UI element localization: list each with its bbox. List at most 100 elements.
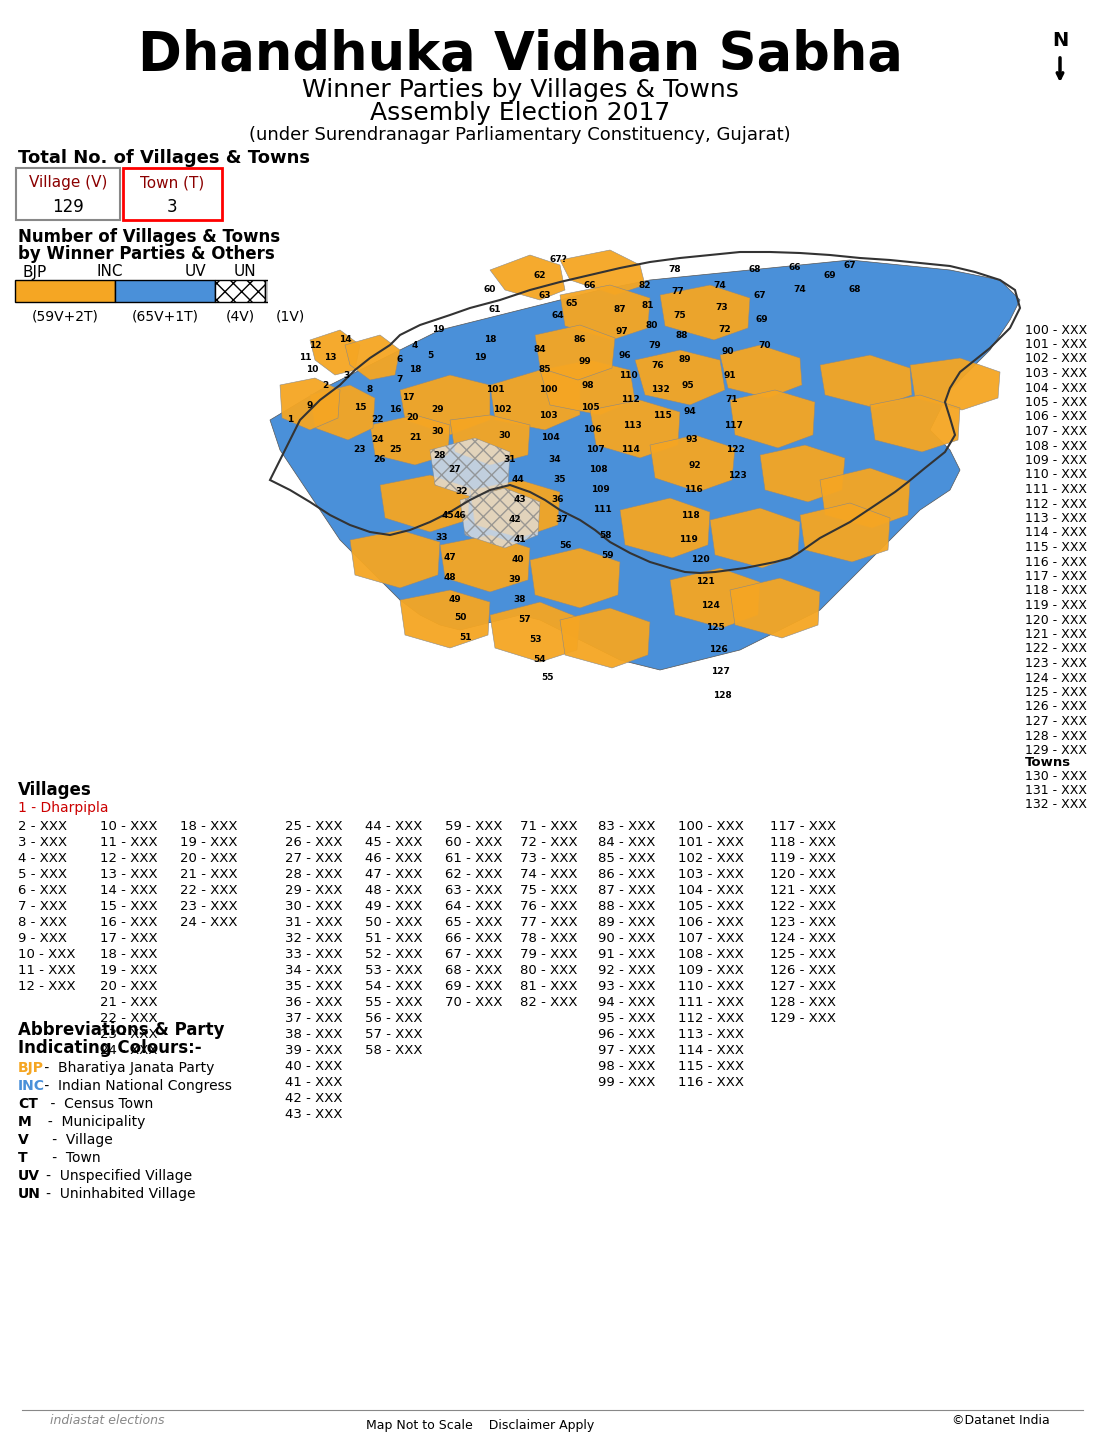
Text: 50: 50 [454, 614, 466, 623]
Polygon shape [660, 285, 750, 340]
Text: -  Census Town: - Census Town [33, 1097, 154, 1111]
Bar [115, 280, 215, 303]
Text: 55 - XXX: 55 - XXX [365, 996, 422, 1009]
Polygon shape [440, 535, 530, 592]
Text: 90: 90 [722, 347, 734, 356]
Text: 42: 42 [508, 516, 522, 525]
Text: 61 - XXX: 61 - XXX [445, 852, 503, 865]
Text: 4: 4 [412, 340, 418, 350]
Text: 114: 114 [621, 445, 640, 454]
Text: 61: 61 [488, 305, 502, 314]
Text: 46: 46 [454, 510, 466, 520]
Text: 34: 34 [549, 455, 561, 464]
Text: 121 - XXX: 121 - XXX [770, 883, 836, 896]
Text: 43: 43 [514, 496, 526, 504]
Text: 64 - XXX: 64 - XXX [445, 899, 503, 912]
Text: 49 - XXX: 49 - XXX [365, 899, 422, 912]
Text: 127: 127 [711, 667, 729, 676]
Text: 85: 85 [539, 366, 551, 375]
Text: 18: 18 [484, 336, 496, 344]
Text: 68 - XXX: 68 - XXX [445, 964, 503, 977]
Text: 121: 121 [696, 578, 714, 586]
Text: 53: 53 [529, 635, 541, 644]
Text: 70: 70 [759, 340, 771, 350]
Text: 108: 108 [589, 465, 608, 474]
Text: 120: 120 [691, 555, 709, 565]
Text: 107 - XXX: 107 - XXX [1025, 425, 1087, 438]
Text: 98 - XXX: 98 - XXX [598, 1059, 655, 1072]
Text: 105 - XXX: 105 - XXX [1025, 396, 1087, 409]
Text: 106 - XXX: 106 - XXX [1025, 411, 1087, 424]
Polygon shape [350, 530, 440, 588]
Text: 124: 124 [701, 601, 719, 610]
Text: 74 - XXX: 74 - XXX [520, 867, 578, 880]
Text: 123 - XXX: 123 - XXX [770, 915, 836, 928]
Text: 3 - XXX: 3 - XXX [18, 836, 67, 849]
Text: 8 - XXX: 8 - XXX [18, 915, 67, 928]
Text: 52 - XXX: 52 - XXX [365, 948, 422, 961]
Text: 111 - XXX: 111 - XXX [1025, 483, 1087, 496]
Text: 98: 98 [581, 380, 594, 389]
Text: 119 - XXX: 119 - XXX [1025, 599, 1087, 612]
Text: 108 - XXX: 108 - XXX [678, 948, 744, 961]
Polygon shape [400, 375, 490, 435]
Text: 77 - XXX: 77 - XXX [520, 915, 578, 928]
Text: 110 - XXX: 110 - XXX [678, 980, 744, 993]
Text: 20: 20 [406, 414, 418, 422]
Text: 37: 37 [556, 516, 568, 525]
Text: 22 - XXX: 22 - XXX [99, 1012, 158, 1025]
Polygon shape [650, 435, 735, 491]
Text: 14 - XXX: 14 - XXX [99, 883, 158, 896]
Text: UV: UV [185, 265, 206, 280]
Text: BJP: BJP [23, 265, 48, 280]
Text: 13: 13 [324, 353, 336, 363]
Text: 112 - XXX: 112 - XXX [1025, 497, 1087, 510]
Polygon shape [620, 499, 711, 558]
Text: 116: 116 [684, 486, 703, 494]
Polygon shape [311, 385, 375, 440]
Text: 116 - XXX: 116 - XXX [1025, 555, 1087, 569]
Text: UN: UN [233, 265, 256, 280]
Text: 99: 99 [579, 357, 591, 366]
Text: 104 - XXX: 104 - XXX [1025, 382, 1087, 395]
Text: 91: 91 [724, 370, 736, 379]
Text: 3: 3 [344, 370, 350, 379]
Polygon shape [635, 350, 725, 405]
Text: 128: 128 [713, 690, 732, 699]
Text: 103 - XXX: 103 - XXX [1025, 367, 1087, 380]
Text: 115: 115 [653, 411, 672, 419]
Text: 19: 19 [474, 353, 486, 363]
Text: 110 - XXX: 110 - XXX [1025, 468, 1087, 481]
Text: 22 - XXX: 22 - XXX [180, 883, 238, 896]
Text: 49: 49 [449, 595, 462, 605]
Text: 71 - XXX: 71 - XXX [520, 820, 578, 833]
Polygon shape [711, 509, 800, 568]
Text: 114 - XXX: 114 - XXX [678, 1043, 744, 1056]
Text: 67: 67 [844, 261, 856, 269]
Text: 60: 60 [484, 285, 496, 294]
Text: 44: 44 [512, 476, 525, 484]
Text: 74: 74 [793, 285, 807, 294]
Text: 57: 57 [518, 615, 532, 624]
Text: 90 - XXX: 90 - XXX [598, 931, 655, 944]
Text: 82 - XXX: 82 - XXX [520, 996, 578, 1009]
Text: 89 - XXX: 89 - XXX [598, 915, 655, 928]
Text: 106 - XXX: 106 - XXX [678, 915, 744, 928]
Text: 19 - XXX: 19 - XXX [99, 964, 158, 977]
Text: 112: 112 [621, 395, 640, 405]
Text: (under Surendranagar Parliamentary Constituency, Gujarat): (under Surendranagar Parliamentary Const… [250, 125, 791, 144]
Bar [265, 280, 315, 303]
Text: INC: INC [97, 265, 124, 280]
Text: 19: 19 [432, 326, 444, 334]
Text: 62: 62 [534, 271, 546, 280]
Text: 7 - XXX: 7 - XXX [18, 899, 67, 912]
Text: Village (V): Village (V) [29, 176, 107, 190]
Text: 56: 56 [559, 540, 571, 549]
Text: 99 - XXX: 99 - XXX [598, 1075, 655, 1088]
Polygon shape [345, 334, 400, 380]
Text: 113 - XXX: 113 - XXX [1025, 512, 1087, 525]
Text: 101: 101 [486, 386, 504, 395]
Text: 67?: 67? [549, 255, 567, 265]
Text: 63 - XXX: 63 - XXX [445, 883, 503, 896]
Text: 119: 119 [678, 536, 697, 545]
